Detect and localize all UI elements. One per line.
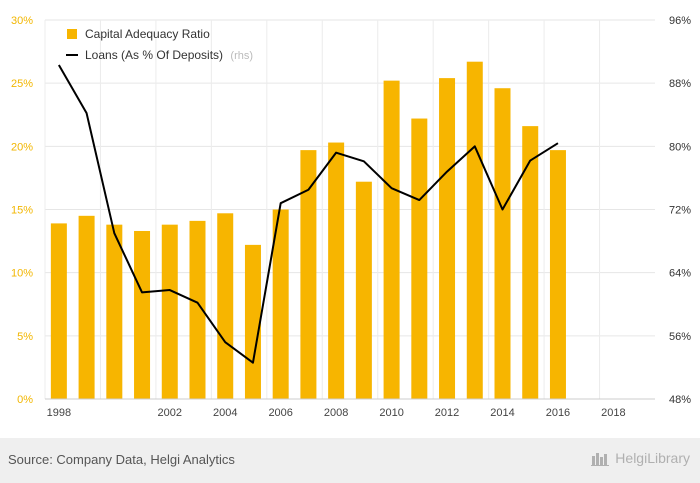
bar: [328, 142, 345, 399]
bar: [494, 88, 511, 399]
bar: [272, 209, 289, 399]
y-right-tick-label: 88%: [669, 78, 691, 90]
x-tick-label: 2016: [546, 407, 570, 419]
y-left-tick-label: 10%: [11, 268, 33, 280]
source-note: Source: Company Data, Helgi Analytics: [8, 452, 235, 467]
bar: [244, 244, 261, 399]
bar: [300, 150, 317, 399]
legend-label-line-suffix: (rhs): [230, 50, 253, 62]
x-tick-label: 1998: [47, 407, 71, 419]
x-tick-label: 2010: [379, 407, 403, 419]
bar: [106, 224, 123, 399]
bar-series: [50, 61, 566, 400]
library-icon: [591, 450, 611, 466]
legend-label-bar: Capital Adequacy Ratio: [85, 27, 210, 41]
x-tick-label: 2002: [158, 407, 182, 419]
bar: [50, 223, 67, 399]
axes: 0% 48% 5% 56% 10% 64% 15% 72% 20% 80% 25% 88% 30% 96%…: [11, 15, 691, 419]
legend-swatch-bar: [67, 29, 77, 39]
bar: [355, 181, 372, 399]
gridlines: [44, 19, 655, 400]
legend-label-line: Loans (As % Of Deposits) (rhs): [85, 48, 253, 62]
y-left-tick-label: 25%: [11, 78, 33, 90]
bar: [189, 220, 206, 399]
y-right-tick-label: 48%: [669, 394, 691, 406]
x-tick-label: 2012: [435, 407, 459, 419]
y-left-tick-label: 20%: [11, 141, 33, 153]
x-tick-label: 2004: [213, 407, 237, 419]
bar: [217, 213, 234, 399]
bar: [411, 118, 428, 399]
bar: [383, 80, 400, 399]
x-tick-label: 2006: [268, 407, 292, 419]
x-tick-label: 2018: [601, 407, 625, 419]
bar: [78, 215, 95, 399]
y-left-tick-label: 15%: [11, 205, 33, 217]
legend: Capital Adequacy Ratio Loans (As % Of De…: [66, 27, 253, 62]
y-right-tick-label: 56%: [669, 331, 691, 343]
brand-name: HelgiLibrary: [615, 450, 690, 466]
bar: [522, 126, 539, 400]
y-right-tick-label: 80%: [669, 141, 691, 153]
bar: [134, 230, 151, 399]
y-left-tick-label: 0%: [17, 394, 33, 406]
series-line: [57, 64, 559, 364]
y-right-tick-label: 96%: [669, 15, 691, 27]
x-tick-label: 2014: [490, 407, 514, 419]
brand-logo: HelgiLibrary: [591, 450, 690, 466]
footer: Source: Company Data, Helgi Analytics He…: [0, 438, 700, 483]
y-left-tick-label: 30%: [11, 15, 33, 27]
bar: [549, 150, 566, 399]
line-series: [57, 64, 559, 364]
y-left-tick-label: 5%: [17, 331, 33, 343]
x-tick-label: 2008: [324, 407, 348, 419]
bar: [466, 61, 483, 399]
bar: [161, 224, 178, 399]
combo-chart: 0% 48% 5% 56% 10% 64% 15% 72% 20% 80% 25% 88% 30% 96%…: [11, 15, 691, 419]
bar: [439, 78, 456, 399]
y-right-tick-label: 72%: [669, 205, 691, 217]
y-right-tick-label: 64%: [669, 268, 691, 280]
legend-label-line-name: Loans (As % Of Deposits): [85, 48, 223, 62]
